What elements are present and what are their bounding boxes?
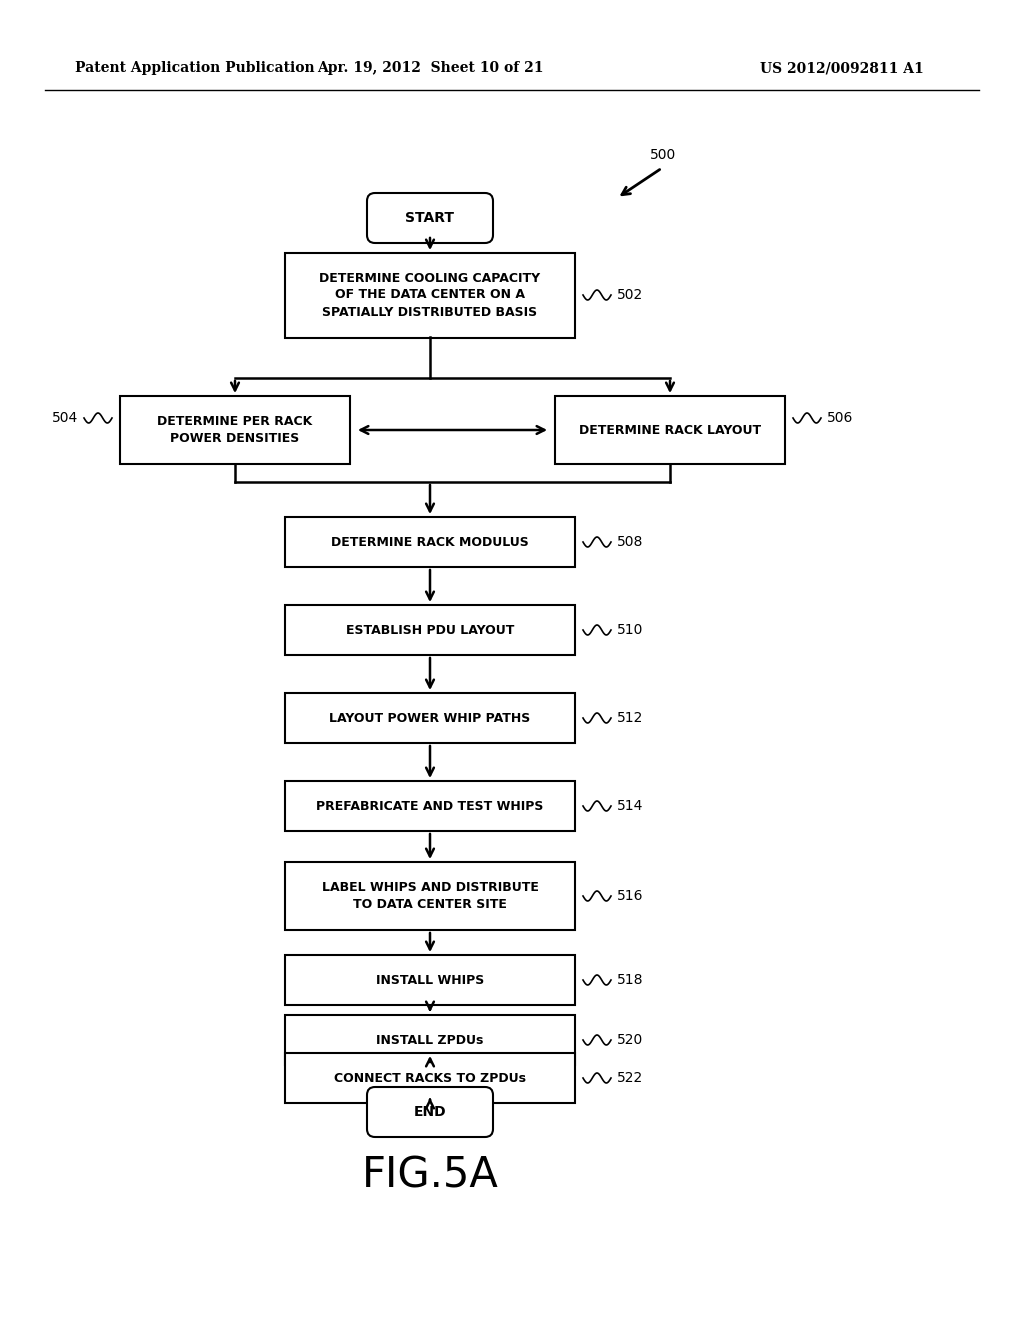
Text: 510: 510 xyxy=(617,623,643,638)
Text: US 2012/0092811 A1: US 2012/0092811 A1 xyxy=(760,61,924,75)
FancyBboxPatch shape xyxy=(367,1086,493,1137)
Text: LAYOUT POWER WHIP PATHS: LAYOUT POWER WHIP PATHS xyxy=(330,711,530,725)
Text: 500: 500 xyxy=(650,148,676,162)
Text: 502: 502 xyxy=(617,288,643,302)
Text: INSTALL WHIPS: INSTALL WHIPS xyxy=(376,974,484,986)
FancyBboxPatch shape xyxy=(285,862,575,931)
Text: 504: 504 xyxy=(52,411,78,425)
Text: 514: 514 xyxy=(617,799,643,813)
FancyBboxPatch shape xyxy=(285,781,575,832)
Text: 522: 522 xyxy=(617,1071,643,1085)
Text: INSTALL ZPDUs: INSTALL ZPDUs xyxy=(376,1034,483,1047)
Text: LABEL WHIPS AND DISTRIBUTE
TO DATA CENTER SITE: LABEL WHIPS AND DISTRIBUTE TO DATA CENTE… xyxy=(322,880,539,911)
FancyBboxPatch shape xyxy=(555,396,785,465)
FancyBboxPatch shape xyxy=(367,193,493,243)
Text: 518: 518 xyxy=(617,973,643,987)
Text: DETERMINE PER RACK
POWER DENSITIES: DETERMINE PER RACK POWER DENSITIES xyxy=(158,414,312,445)
FancyBboxPatch shape xyxy=(285,954,575,1005)
FancyBboxPatch shape xyxy=(285,517,575,568)
FancyBboxPatch shape xyxy=(285,605,575,655)
Text: 516: 516 xyxy=(617,888,643,903)
FancyBboxPatch shape xyxy=(120,396,350,465)
Text: Apr. 19, 2012  Sheet 10 of 21: Apr. 19, 2012 Sheet 10 of 21 xyxy=(316,61,544,75)
Text: 512: 512 xyxy=(617,711,643,725)
FancyBboxPatch shape xyxy=(285,693,575,743)
Text: 506: 506 xyxy=(827,411,853,425)
Text: PREFABRICATE AND TEST WHIPS: PREFABRICATE AND TEST WHIPS xyxy=(316,800,544,813)
Text: 520: 520 xyxy=(617,1034,643,1047)
FancyBboxPatch shape xyxy=(285,1053,575,1104)
Text: 508: 508 xyxy=(617,535,643,549)
Text: ESTABLISH PDU LAYOUT: ESTABLISH PDU LAYOUT xyxy=(346,623,514,636)
Text: DETERMINE RACK LAYOUT: DETERMINE RACK LAYOUT xyxy=(579,424,761,437)
Text: CONNECT RACKS TO ZPDUs: CONNECT RACKS TO ZPDUs xyxy=(334,1072,526,1085)
Text: Patent Application Publication: Patent Application Publication xyxy=(75,61,314,75)
Text: START: START xyxy=(406,211,455,224)
Text: DETERMINE RACK MODULUS: DETERMINE RACK MODULUS xyxy=(331,536,528,549)
Text: DETERMINE COOLING CAPACITY
OF THE DATA CENTER ON A
SPATIALLY DISTRIBUTED BASIS: DETERMINE COOLING CAPACITY OF THE DATA C… xyxy=(319,272,541,318)
FancyBboxPatch shape xyxy=(285,252,575,338)
Text: FIG.5A: FIG.5A xyxy=(361,1154,499,1196)
Text: END: END xyxy=(414,1105,446,1119)
FancyBboxPatch shape xyxy=(285,1015,575,1065)
